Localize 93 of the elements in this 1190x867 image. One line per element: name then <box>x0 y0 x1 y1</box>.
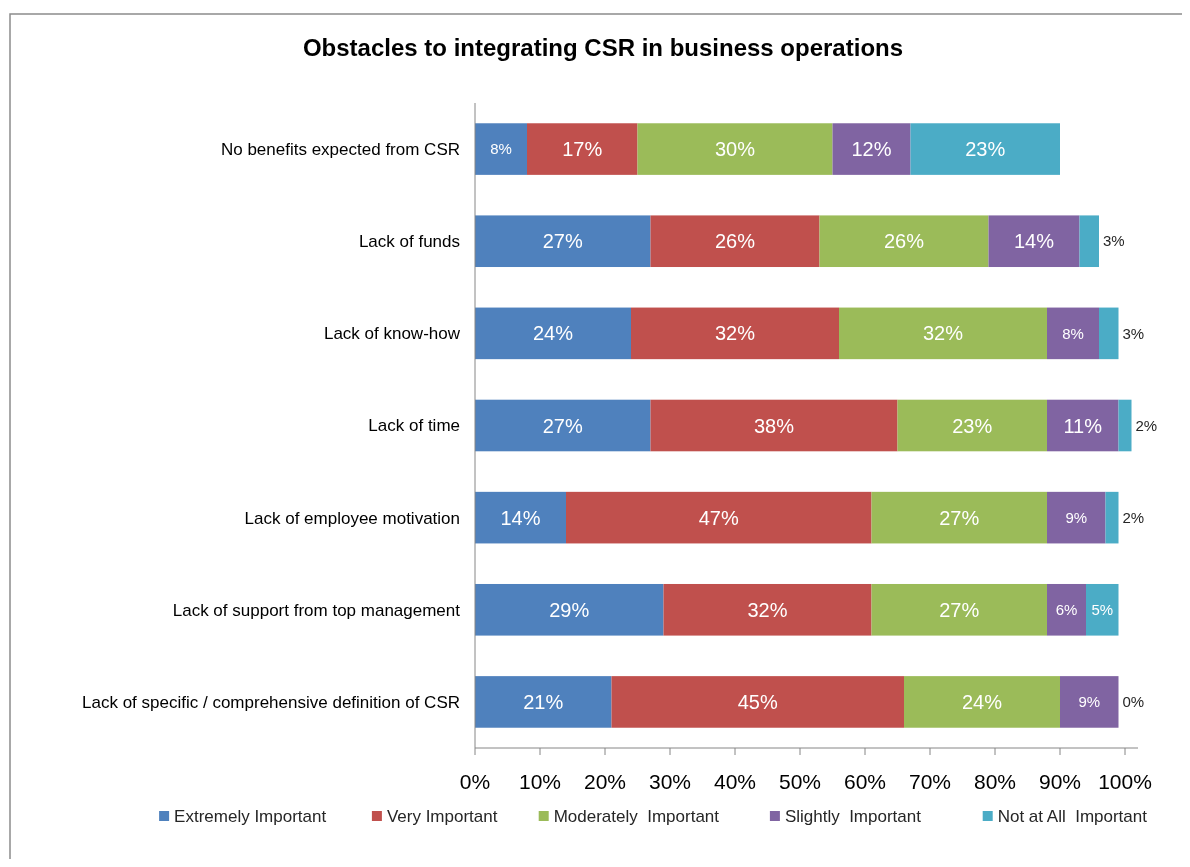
y-tick-label: Lack of support from top management <box>172 600 461 620</box>
data-label: 3% <box>1122 324 1145 342</box>
x-tick-label: 0% <box>459 770 491 794</box>
y-tick-label: Lack of funds <box>358 232 460 252</box>
data-label: 27% <box>542 230 583 253</box>
data-label: 12% <box>851 138 892 161</box>
bar <box>475 399 651 452</box>
bar <box>650 215 820 268</box>
data-label: 2% <box>1135 416 1158 434</box>
data-label: 27% <box>542 414 583 437</box>
x-tick-label: 80% <box>973 770 1017 794</box>
x-tick-label: 20% <box>583 770 627 794</box>
data-label: 17% <box>562 138 603 161</box>
data-label: 21% <box>523 690 564 713</box>
data-label: 26% <box>883 230 925 253</box>
bar <box>611 676 904 728</box>
data-label: 24% <box>961 690 1003 713</box>
data-label: 3% <box>1103 232 1125 250</box>
bar <box>1086 583 1119 636</box>
bar <box>475 307 631 360</box>
data-label: 14% <box>1013 230 1055 253</box>
x-tick-label: 40% <box>713 770 757 794</box>
data-label: 24% <box>532 322 574 345</box>
data-label: 8% <box>1062 324 1084 342</box>
data-label: 23% <box>965 138 1006 161</box>
data-label: 27% <box>939 506 980 529</box>
bar <box>527 123 638 175</box>
data-label: 29% <box>549 598 590 621</box>
bar <box>637 123 833 175</box>
bar <box>904 676 1060 728</box>
legend-label: Moderately Important <box>553 806 720 826</box>
x-tick-label: 60% <box>843 770 887 794</box>
bar <box>897 399 1047 452</box>
bar <box>871 491 1047 544</box>
data-label: 32% <box>747 598 788 621</box>
data-label: 9% <box>1078 693 1101 711</box>
data-label: 26% <box>714 230 756 253</box>
legend-label: Not at All Important <box>997 806 1148 826</box>
data-label: 32% <box>714 322 756 345</box>
bar <box>1047 307 1099 360</box>
y-tick-label: No benefits expected from CSR <box>220 140 460 160</box>
x-tick-label: 70% <box>908 770 952 794</box>
data-label: 8% <box>490 140 512 158</box>
y-tick-label: Lack of know-how <box>323 324 461 344</box>
bar <box>1047 491 1106 544</box>
bar <box>819 215 989 268</box>
bar <box>839 307 1047 360</box>
bar <box>1105 491 1119 544</box>
data-label: 23% <box>952 414 993 437</box>
bar <box>475 676 612 728</box>
bar <box>631 307 839 360</box>
data-label: 11% <box>1063 414 1103 437</box>
data-label: 9% <box>1065 508 1088 526</box>
bar <box>475 215 651 268</box>
bar <box>1118 399 1132 452</box>
y-tick-label: Lack of specific / comprehensive definition of CSR <box>82 692 460 712</box>
y-tick-label: Lack of employee motivation <box>244 508 460 528</box>
bar <box>475 491 566 544</box>
data-label: 45% <box>737 690 778 713</box>
data-label: 27% <box>939 598 980 621</box>
bar <box>1047 583 1086 636</box>
x-tick-label: 30% <box>648 770 692 794</box>
legend-label: Very Important <box>386 806 498 826</box>
legend-label: Slightly Important <box>784 806 922 826</box>
data-label: 6% <box>1055 601 1078 619</box>
bar <box>871 583 1047 636</box>
data-label: 47% <box>698 506 739 529</box>
y-tick-label: Lack of time <box>368 416 460 436</box>
legend-label: Extremely Important <box>174 806 327 826</box>
bar <box>1060 676 1119 728</box>
data-label: 30% <box>714 138 756 161</box>
data-label: 2% <box>1122 508 1145 526</box>
bar <box>566 491 872 544</box>
data-label: 32% <box>922 322 964 345</box>
x-tick-label: 90% <box>1038 770 1082 794</box>
bar <box>663 583 872 636</box>
bar <box>1099 307 1119 360</box>
data-label: 38% <box>753 414 795 437</box>
bar <box>910 123 1060 175</box>
bar <box>832 123 911 175</box>
data-label: 5% <box>1091 601 1114 619</box>
bar <box>1047 399 1119 452</box>
x-tick-label: 10% <box>518 770 562 794</box>
x-tick-label: 100% <box>1098 770 1152 794</box>
bar <box>475 123 527 175</box>
data-label: 14% <box>500 506 541 529</box>
data-label: 0% <box>1122 693 1145 711</box>
bar <box>650 399 898 452</box>
bar <box>475 583 664 636</box>
bar <box>1079 215 1099 268</box>
bar <box>988 215 1080 268</box>
x-tick-label: 50% <box>778 770 822 794</box>
chart-title: Obstacles to integrating CSR in business operations <box>302 34 904 61</box>
